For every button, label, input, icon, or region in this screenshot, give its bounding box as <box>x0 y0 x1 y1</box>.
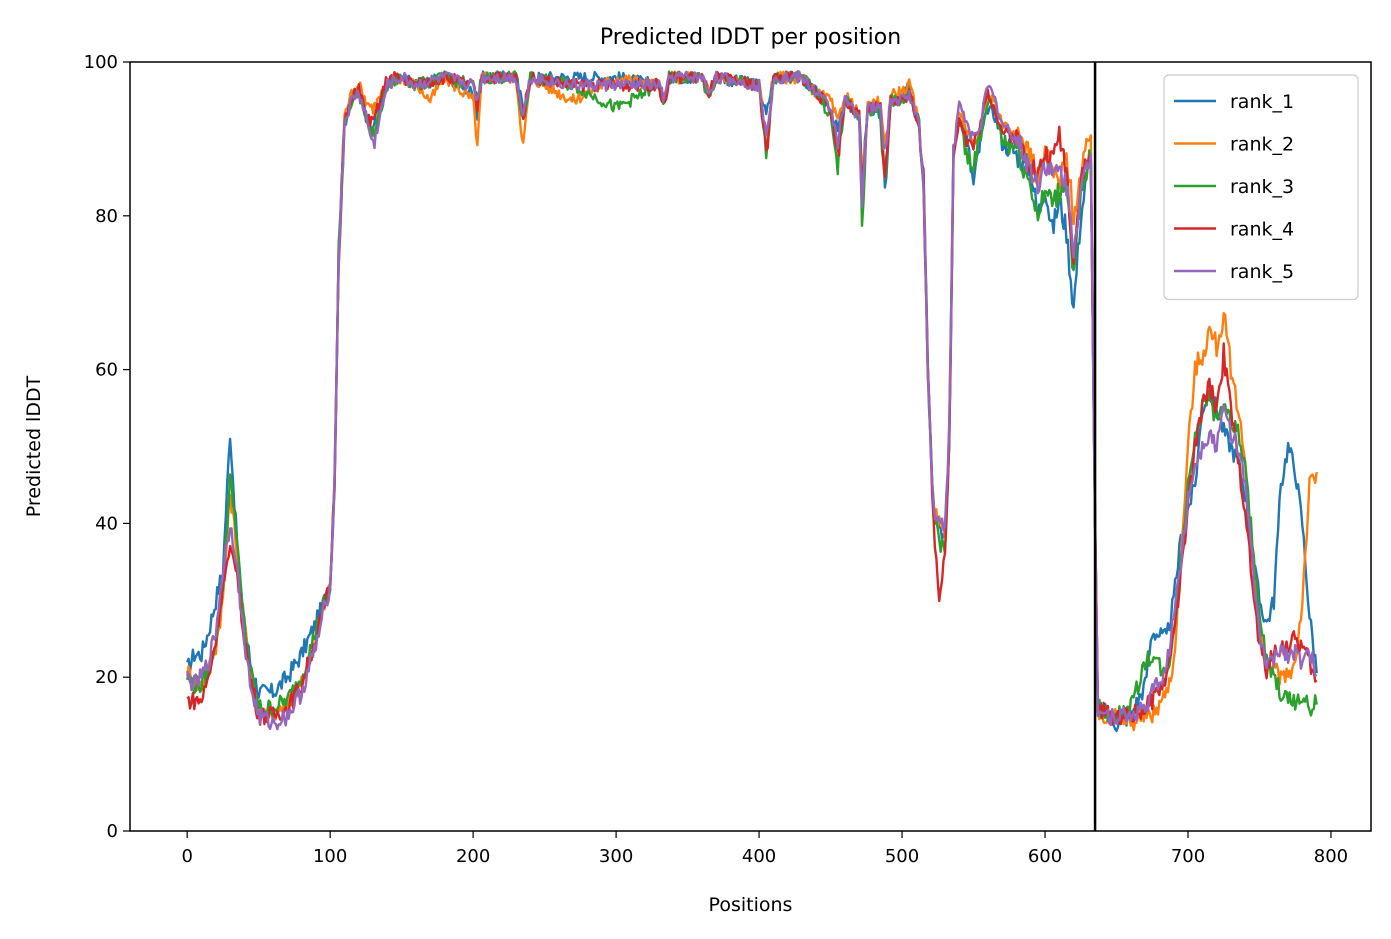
legend-label-rank_2: rank_2 <box>1230 134 1294 156</box>
x-tick-label: 800 <box>1314 846 1348 867</box>
y-axis-label: Predicted lDDT <box>23 375 45 517</box>
legend-label-rank_4: rank_4 <box>1230 219 1294 241</box>
y-axis: 0 20 40 60 80 100 <box>84 52 130 842</box>
y-tick-label: 0 <box>107 821 118 842</box>
plot-area <box>186 62 1318 831</box>
series-line-rank_3 <box>186 70 1318 725</box>
x-tick-label: 400 <box>742 846 776 867</box>
x-tick-label: 500 <box>885 846 919 867</box>
legend-box <box>1163 74 1359 301</box>
legend: rank_1 rank_2 rank_3 rank_4 rank_5 <box>1163 74 1359 301</box>
chart-title: Predicted lDDT per position <box>600 25 901 50</box>
x-tick-label: 600 <box>1028 846 1062 867</box>
x-tick-label: 300 <box>599 846 633 867</box>
y-tick-label: 100 <box>84 52 118 73</box>
x-tick-label: 200 <box>456 846 490 867</box>
legend-label-rank_1: rank_1 <box>1230 91 1294 113</box>
series-line-rank_4 <box>186 70 1318 726</box>
y-tick-label: 60 <box>95 360 118 381</box>
series-line-rank_5 <box>186 70 1318 731</box>
series-line-rank_2 <box>186 70 1318 732</box>
y-tick-label: 80 <box>95 206 118 227</box>
x-tick-label: 700 <box>1171 846 1205 867</box>
legend-label-rank_5: rank_5 <box>1230 261 1294 283</box>
y-tick-label: 20 <box>95 667 118 688</box>
x-axis: 0 100 200 300 400 500 600 700 800 <box>181 831 1348 867</box>
y-tick-label: 40 <box>95 513 118 534</box>
x-axis-label: Positions <box>709 894 793 916</box>
series-line-rank_1 <box>186 70 1318 733</box>
x-tick-label: 100 <box>313 846 347 867</box>
legend-label-rank_3: rank_3 <box>1230 176 1294 198</box>
x-tick-label: 0 <box>181 846 192 867</box>
plot-frame <box>129 61 1372 832</box>
